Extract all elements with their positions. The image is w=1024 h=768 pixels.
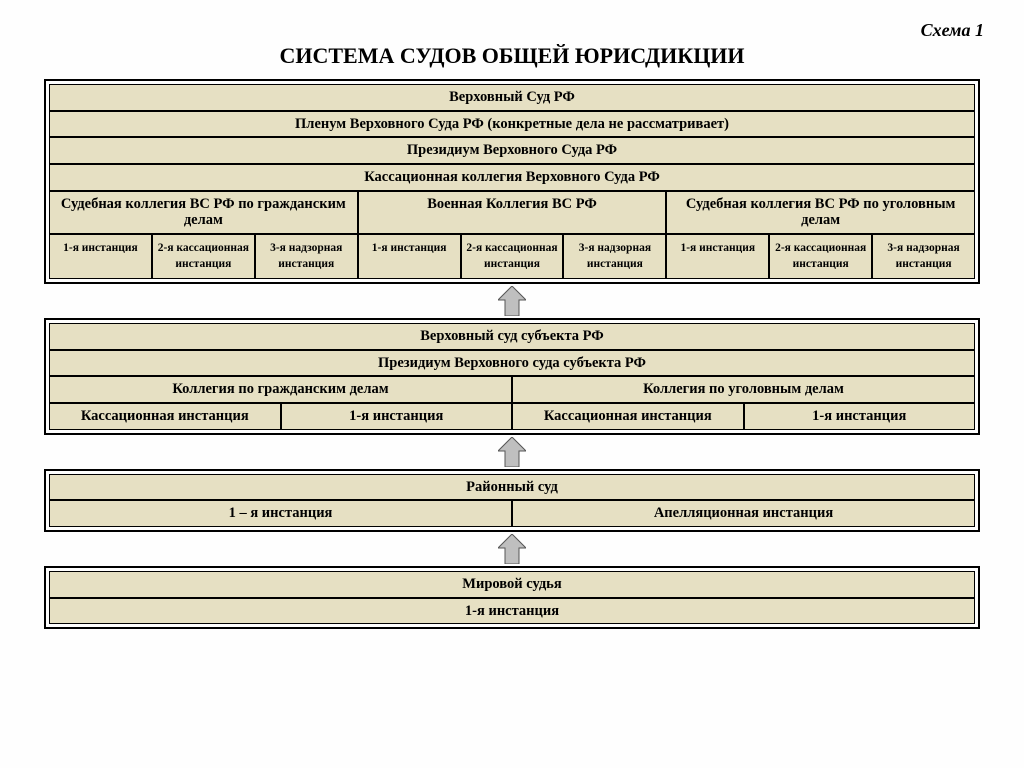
subject-instance-3: 1-я инстанция xyxy=(744,403,976,430)
supreme-instance-6: 1-я инстанция xyxy=(666,234,769,279)
district-cell-0: 1 – я инстанция xyxy=(49,500,512,527)
supreme-collegium-0: Судебная коллегия ВС РФ по гражданским д… xyxy=(49,191,358,234)
supreme-instance-7: 2-я кассационная инстанция xyxy=(769,234,872,279)
supreme-instance-2: 3-я надзорная инстанция xyxy=(255,234,358,279)
arrow-up-icon xyxy=(498,286,526,316)
arrow-2 xyxy=(40,437,984,467)
subject-row-1: Президиум Верховного суда субъекта РФ xyxy=(49,350,975,377)
district-court-block: Районный суд 1 – я инстанция Апелляционн… xyxy=(44,469,980,532)
supreme-instance-5: 3-я надзорная инстанция xyxy=(563,234,666,279)
subject-collegium-0: Коллегия по гражданским делам xyxy=(49,376,512,403)
arrow-up-icon xyxy=(498,534,526,564)
magistrate-title: Мировой судья xyxy=(49,571,975,598)
magistrate-cell: 1-я инстанция xyxy=(49,598,975,625)
district-title: Районный суд xyxy=(49,474,975,501)
supreme-collegium-1: Военная Коллегия ВС РФ xyxy=(358,191,667,234)
supreme-row-1: Пленум Верховного Суда РФ (конкретные де… xyxy=(49,111,975,138)
subject-instance-0: Кассационная инстанция xyxy=(49,403,281,430)
subject-row-0: Верховный суд субъекта РФ xyxy=(49,323,975,350)
subject-instance-1: 1-я инстанция xyxy=(281,403,513,430)
scheme-label: Схема 1 xyxy=(40,20,984,41)
page-title: СИСТЕМА СУДОВ ОБЩЕЙ ЮРИСДИКЦИИ xyxy=(40,43,984,69)
supreme-instance-1: 2-я кассационная инстанция xyxy=(152,234,255,279)
district-cell-1: Апелляционная инстанция xyxy=(512,500,975,527)
arrow-up-icon xyxy=(498,437,526,467)
arrow-1 xyxy=(40,286,984,316)
arrow-3 xyxy=(40,534,984,564)
subject-court-block: Верховный суд субъекта РФ Президиум Верх… xyxy=(44,318,980,435)
supreme-court-block: Верховный Суд РФ Пленум Верховного Суда … xyxy=(44,79,980,284)
supreme-collegium-2: Судебная коллегия ВС РФ по уголовным дел… xyxy=(666,191,975,234)
supreme-instance-8: 3-я надзорная инстанция xyxy=(872,234,975,279)
subject-collegium-1: Коллегия по уголовным делам xyxy=(512,376,975,403)
supreme-row-2: Президиум Верховного Суда РФ xyxy=(49,137,975,164)
supreme-row-0: Верховный Суд РФ xyxy=(49,84,975,111)
supreme-instance-3: 1-я инстанция xyxy=(358,234,461,279)
supreme-instance-0: 1-я инстанция xyxy=(49,234,152,279)
subject-instance-2: Кассационная инстанция xyxy=(512,403,744,430)
magistrate-block: Мировой судья 1-я инстанция xyxy=(44,566,980,629)
supreme-row-3: Кассационная коллегия Верховного Суда РФ xyxy=(49,164,975,191)
supreme-instance-4: 2-я кассационная инстанция xyxy=(461,234,564,279)
